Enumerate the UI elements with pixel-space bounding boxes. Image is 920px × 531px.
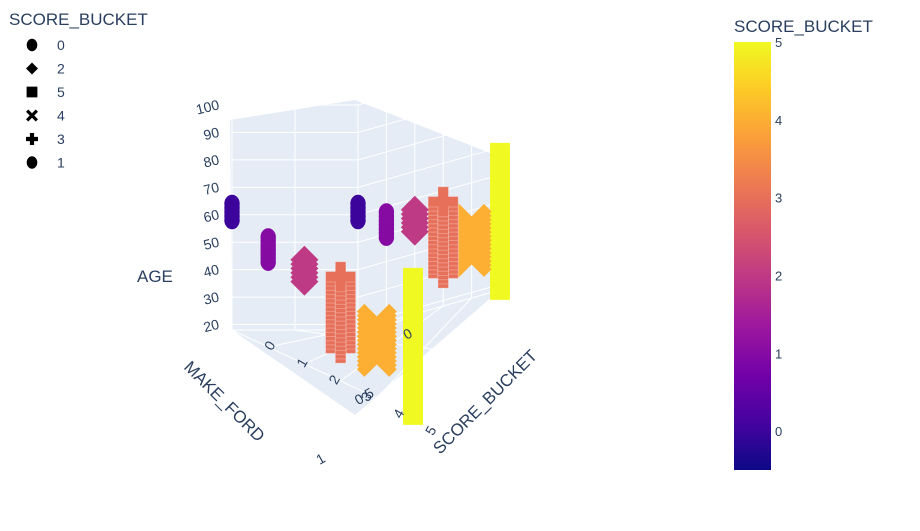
colorbar-tick-label: 3 [775, 191, 782, 206]
age-tick-label: 60 [202, 206, 221, 225]
legend-item-label: 5 [57, 84, 65, 100]
age-tick-label: 70 [202, 179, 221, 198]
scene-3d[interactable] [224, 64, 510, 425]
marker-square [26, 86, 38, 98]
marker-circle [26, 38, 38, 52]
marker-x [451, 203, 492, 244]
age-axis-title: AGE [137, 267, 173, 286]
score-bucket-axis-title: SCORE_BUCKET [429, 346, 541, 458]
marker-diamond [400, 195, 429, 224]
grid-line-ford-floor [231, 329, 414, 416]
colorbar-tick-label: 2 [775, 268, 782, 283]
colorbar-tick-label: 0 [775, 424, 782, 439]
marker-diamond [290, 245, 319, 274]
colorbar-tick-label: 1 [775, 346, 782, 361]
colorbar-tick-label: 5 [775, 35, 782, 50]
marker-square [490, 142, 510, 163]
marker-circle [350, 194, 366, 213]
age-tick-label: 100 [194, 96, 221, 117]
make-ford-tick-label: 1 [313, 450, 328, 468]
series-4-ford-1 [356, 303, 397, 377]
legend-title: SCORE_BUCKET [9, 10, 148, 29]
colorbar-gradient [734, 42, 771, 470]
legend-item-0[interactable]: 0 [26, 37, 65, 53]
age-tick-label: 20 [202, 316, 221, 335]
series-5-ford-1 [403, 267, 423, 425]
colorbar: SCORE_BUCKET 0 1 2 3 4 5 [734, 17, 873, 470]
legend-item-5[interactable]: 5 [26, 84, 65, 100]
legend-item-label: 2 [57, 61, 65, 77]
marker-diamond [26, 62, 38, 75]
scene-marks [224, 142, 510, 425]
legend-item-label: 1 [57, 155, 65, 171]
age-tick-label: 90 [202, 124, 221, 143]
marker-cross [427, 186, 459, 218]
legend-item-4[interactable]: 4 [26, 108, 65, 124]
legend-item-3[interactable]: 3 [25, 131, 65, 147]
make-ford-axis-title: MAKE_FORD [180, 357, 268, 445]
marker-square [403, 267, 423, 288]
series-2-ford-1 [290, 245, 319, 296]
age-tick-label: 40 [202, 261, 221, 280]
series-3-ford-0 [427, 186, 459, 289]
series-3-ford-1 [325, 261, 357, 364]
marker-circle [224, 194, 240, 213]
series-1-ford-1 [260, 228, 276, 271]
marker-cross [25, 133, 38, 145]
age-axis-ticks: 20 30 40 50 60 70 80 90 100 [194, 96, 221, 335]
legend-item-2[interactable]: 2 [26, 61, 65, 77]
legend: SCORE_BUCKET 0 2 5 4 3 1 [9, 10, 148, 171]
legend-item-1[interactable]: 1 [26, 155, 65, 171]
legend-item-label: 4 [57, 108, 65, 124]
age-tick-label: 50 [202, 234, 221, 253]
series-0-ford-1 [224, 194, 240, 230]
marker-x [356, 303, 397, 344]
marker-circle [378, 203, 395, 222]
series-1-ford-0 [378, 203, 395, 246]
marker-cross [325, 261, 357, 293]
series-5-ford-0 [490, 142, 510, 300]
colorbar-title: SCORE_BUCKET [734, 17, 873, 36]
series-4-ford-0 [451, 203, 492, 277]
legend-item-label: 3 [57, 131, 65, 147]
series-0-ford-0 [350, 194, 366, 230]
grid-line-age [232, 64, 501, 106]
age-tick-label: 80 [202, 151, 221, 170]
series-2-ford-0 [400, 195, 429, 246]
marker-x [26, 109, 38, 122]
marker-circle [26, 156, 38, 169]
marker-circle [260, 228, 276, 247]
legend-item-label: 0 [57, 37, 65, 53]
age-tick-label: 30 [202, 288, 221, 307]
colorbar-tick-label: 4 [775, 113, 782, 128]
